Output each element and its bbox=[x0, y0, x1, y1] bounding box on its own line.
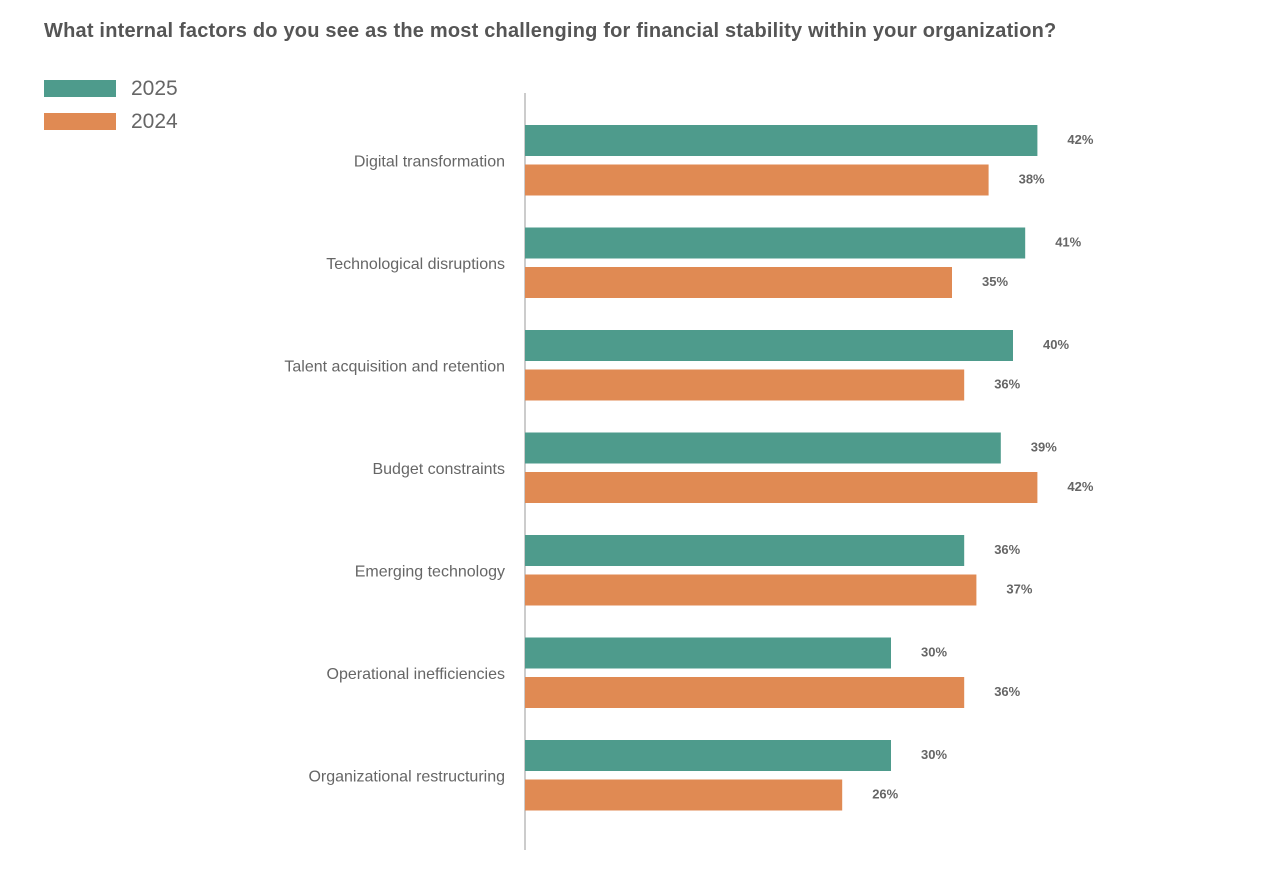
bar-2024-talent-acquisition-and-retention bbox=[525, 369, 965, 401]
value-label-2025-talent-acquisition-and-retention: 40% bbox=[1043, 337, 1069, 352]
bars-group: Digital transformation 42% 38% Technologica… bbox=[284, 125, 1094, 811]
bar-2024-budget-constraints bbox=[525, 472, 1038, 503]
value-label-2024-emerging-technology: 37% bbox=[1006, 581, 1032, 596]
value-label-2024-technological-disruptions: 35% bbox=[982, 274, 1008, 289]
bar-2025-operational-inefficiencies bbox=[525, 637, 891, 669]
legend-swatch-2025 bbox=[44, 80, 116, 97]
bar-2025-talent-acquisition-and-retention bbox=[525, 330, 1013, 361]
value-label-2025-emerging-technology: 36% bbox=[994, 542, 1020, 557]
value-label-2024-budget-constraints: 42% bbox=[1067, 479, 1093, 494]
category-label-budget-constraints: Budget constraints bbox=[372, 461, 505, 478]
bar-2025-emerging-technology bbox=[525, 535, 965, 566]
legend-item-2025: 2025 bbox=[44, 72, 178, 105]
value-label-2024-digital-transformation: 38% bbox=[1019, 171, 1045, 186]
legend-item-2024: 2024 bbox=[44, 105, 178, 138]
legend-label-2025: 2025 bbox=[131, 76, 178, 100]
legend: 2025 2024 bbox=[44, 72, 178, 138]
value-label-2025-organizational-restructuring: 30% bbox=[921, 747, 947, 762]
legend-swatch-2024 bbox=[44, 113, 116, 130]
bar-2025-digital-transformation bbox=[525, 125, 1038, 156]
bar-2024-technological-disruptions bbox=[525, 267, 952, 298]
category-label-emerging-technology: Emerging technology bbox=[355, 563, 505, 580]
legend-label-2024: 2024 bbox=[131, 109, 178, 133]
value-label-2024-operational-inefficiencies: 36% bbox=[994, 684, 1020, 699]
bar-2024-operational-inefficiencies bbox=[525, 677, 965, 708]
bar-2025-technological-disruptions bbox=[525, 227, 1026, 259]
chart-title: What internal factors do you see as the … bbox=[44, 20, 1057, 42]
category-label-operational-inefficiencies: Operational inefficiencies bbox=[327, 666, 505, 683]
bar-2024-emerging-technology bbox=[525, 574, 977, 606]
category-label-talent-acquisition-and-retention: Talent acquisition and retention bbox=[284, 358, 505, 375]
bar-2025-organizational-restructuring bbox=[525, 740, 891, 771]
value-label-2024-talent-acquisition-and-retention: 36% bbox=[994, 376, 1020, 391]
bar-2024-organizational-restructuring bbox=[525, 779, 843, 811]
value-label-2024-organizational-restructuring: 26% bbox=[872, 786, 898, 801]
value-label-2025-budget-constraints: 39% bbox=[1031, 439, 1057, 454]
value-label-2025-digital-transformation: 42% bbox=[1067, 132, 1093, 147]
value-label-2025-technological-disruptions: 41% bbox=[1055, 234, 1081, 249]
bar-2025-budget-constraints bbox=[525, 432, 1001, 464]
bar-2024-digital-transformation bbox=[525, 164, 989, 196]
value-label-2025-operational-inefficiencies: 30% bbox=[921, 644, 947, 659]
category-label-digital-transformation: Digital transformation bbox=[354, 153, 505, 170]
category-label-organizational-restructuring: Organizational restructuring bbox=[308, 768, 505, 785]
category-label-technological-disruptions: Technological disruptions bbox=[326, 256, 505, 273]
